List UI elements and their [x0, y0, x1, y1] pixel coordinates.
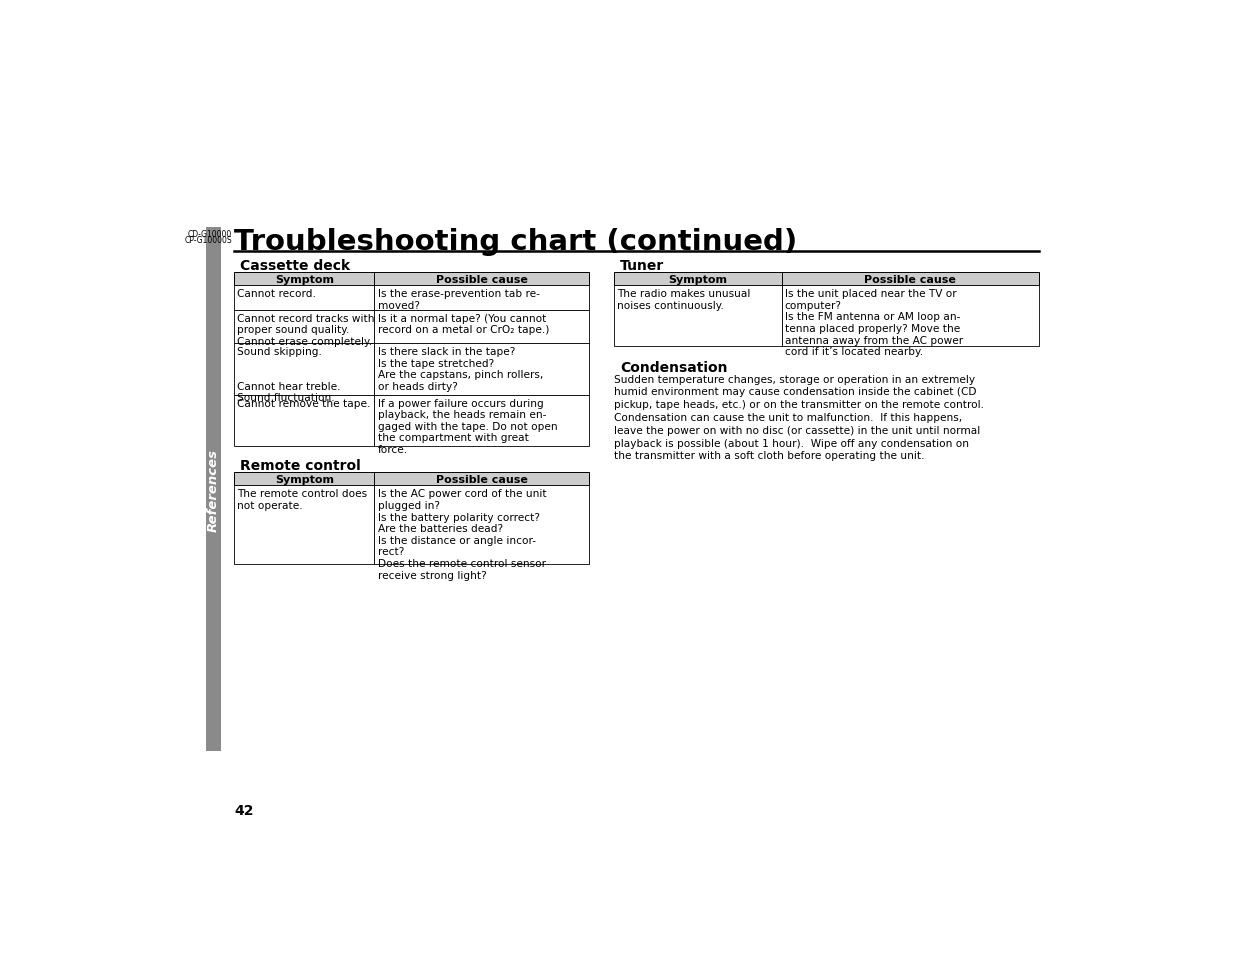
- Text: Tuner: Tuner: [620, 259, 664, 273]
- Text: Remote control: Remote control: [241, 459, 361, 473]
- Text: Cannot remove the tape.: Cannot remove the tape.: [237, 398, 370, 408]
- Bar: [374, 395, 589, 447]
- Bar: [614, 286, 782, 347]
- Text: The remote control does
not operate.: The remote control does not operate.: [237, 489, 368, 511]
- Bar: [235, 273, 589, 286]
- Text: Sound skipping.
 
 
Cannot hear treble.
Sound fluctuation.: Sound skipping. Cannot hear treble. Soun…: [237, 347, 341, 403]
- Text: 42: 42: [235, 802, 253, 817]
- Text: Possible cause: Possible cause: [436, 274, 527, 284]
- Bar: [374, 344, 589, 395]
- Text: Is the erase-prevention tab re-
moved?: Is the erase-prevention tab re- moved?: [378, 289, 540, 311]
- Bar: [235, 310, 374, 344]
- Bar: [235, 286, 374, 310]
- Bar: [235, 473, 589, 486]
- Text: Cannot record.: Cannot record.: [237, 289, 316, 299]
- Text: Troubleshooting chart (continued): Troubleshooting chart (continued): [235, 228, 798, 256]
- Bar: [235, 486, 374, 564]
- Bar: [374, 486, 589, 564]
- Text: CP-G10000S: CP-G10000S: [184, 236, 232, 245]
- Text: Is the unit placed near the TV or
computer?
Is the FM antenna or AM loop an-
ten: Is the unit placed near the TV or comput…: [784, 289, 963, 356]
- Text: Sudden temperature changes, storage or operation in an extremely
humid environme: Sudden temperature changes, storage or o…: [614, 375, 984, 461]
- Bar: [374, 310, 589, 344]
- Text: Cassette deck: Cassette deck: [241, 259, 351, 273]
- Text: Is it a normal tape? (You cannot
record on a metal or CrO₂ tape.): Is it a normal tape? (You cannot record …: [378, 314, 548, 335]
- Text: The radio makes unusual
noises continuously.: The radio makes unusual noises continuou…: [618, 289, 751, 311]
- Text: Symptom: Symptom: [275, 475, 333, 484]
- Text: Is there slack in the tape?
Is the tape stretched?
Are the capstans, pinch rolle: Is there slack in the tape? Is the tape …: [378, 347, 542, 392]
- Bar: [782, 286, 1039, 347]
- Text: Condensation: Condensation: [620, 360, 727, 375]
- Bar: [235, 395, 374, 447]
- Text: References: References: [206, 448, 220, 531]
- Bar: [614, 273, 1039, 286]
- Text: Possible cause: Possible cause: [436, 475, 527, 484]
- Bar: [235, 344, 374, 395]
- Text: If a power failure occurs during
playback, the heads remain en-
gaged with the t: If a power failure occurs during playbac…: [378, 398, 557, 455]
- Text: Possible cause: Possible cause: [864, 274, 956, 284]
- Text: Symptom: Symptom: [668, 274, 727, 284]
- Text: Is the AC power cord of the unit
plugged in?
Is the battery polarity correct?
Ar: Is the AC power cord of the unit plugged…: [378, 489, 546, 580]
- Text: CD-G10000: CD-G10000: [188, 230, 232, 239]
- Text: Cannot record tracks with
proper sound quality.
Cannot erase completely.: Cannot record tracks with proper sound q…: [237, 314, 374, 347]
- Bar: [374, 286, 589, 310]
- Text: Symptom: Symptom: [275, 274, 333, 284]
- Bar: [205, 228, 221, 751]
